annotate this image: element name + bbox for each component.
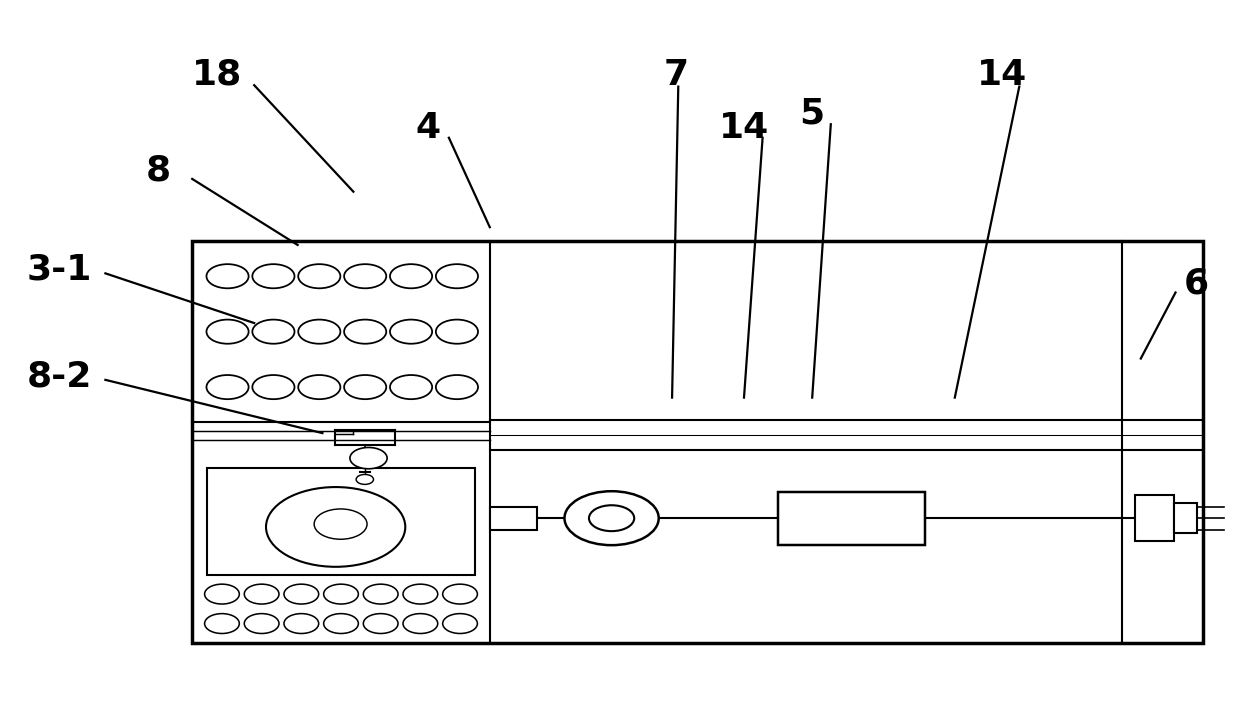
- Text: 8: 8: [146, 153, 171, 187]
- Circle shape: [443, 584, 477, 604]
- Circle shape: [314, 509, 367, 540]
- Circle shape: [363, 584, 398, 604]
- Circle shape: [389, 320, 432, 344]
- Circle shape: [443, 613, 477, 633]
- Circle shape: [267, 487, 405, 567]
- Circle shape: [299, 375, 340, 399]
- Circle shape: [205, 613, 239, 633]
- Circle shape: [206, 264, 248, 288]
- Text: 18: 18: [192, 58, 242, 92]
- Circle shape: [244, 584, 279, 604]
- Circle shape: [253, 375, 295, 399]
- Bar: [192, 241, 1203, 643]
- Circle shape: [253, 264, 295, 288]
- Circle shape: [345, 264, 387, 288]
- Circle shape: [324, 613, 358, 633]
- Circle shape: [345, 320, 387, 344]
- Text: 14: 14: [719, 111, 769, 145]
- Bar: [207, 468, 475, 575]
- Circle shape: [403, 613, 438, 633]
- Circle shape: [299, 320, 340, 344]
- Text: 7: 7: [663, 58, 688, 92]
- Circle shape: [350, 447, 387, 469]
- Circle shape: [206, 375, 248, 399]
- Circle shape: [206, 320, 248, 344]
- Circle shape: [356, 474, 373, 484]
- Text: 3-1: 3-1: [27, 253, 92, 287]
- Text: 4: 4: [415, 111, 440, 145]
- Circle shape: [299, 264, 340, 288]
- Circle shape: [589, 506, 634, 531]
- Circle shape: [253, 320, 295, 344]
- Circle shape: [564, 491, 658, 545]
- Bar: [490, 507, 537, 530]
- Circle shape: [363, 613, 398, 633]
- Circle shape: [244, 613, 279, 633]
- Circle shape: [205, 584, 239, 604]
- Text: 14: 14: [977, 58, 1027, 92]
- Bar: [779, 491, 925, 545]
- Bar: [1135, 495, 1174, 541]
- Circle shape: [324, 584, 358, 604]
- Circle shape: [284, 613, 319, 633]
- Circle shape: [436, 320, 479, 344]
- Text: 5: 5: [800, 97, 825, 131]
- Bar: [1174, 503, 1197, 533]
- Text: 8-2: 8-2: [27, 359, 92, 393]
- Circle shape: [436, 375, 479, 399]
- Text: 6: 6: [1184, 267, 1209, 301]
- Circle shape: [345, 375, 387, 399]
- Circle shape: [284, 584, 319, 604]
- Circle shape: [403, 584, 438, 604]
- Circle shape: [436, 264, 479, 288]
- Circle shape: [389, 264, 432, 288]
- Circle shape: [389, 375, 432, 399]
